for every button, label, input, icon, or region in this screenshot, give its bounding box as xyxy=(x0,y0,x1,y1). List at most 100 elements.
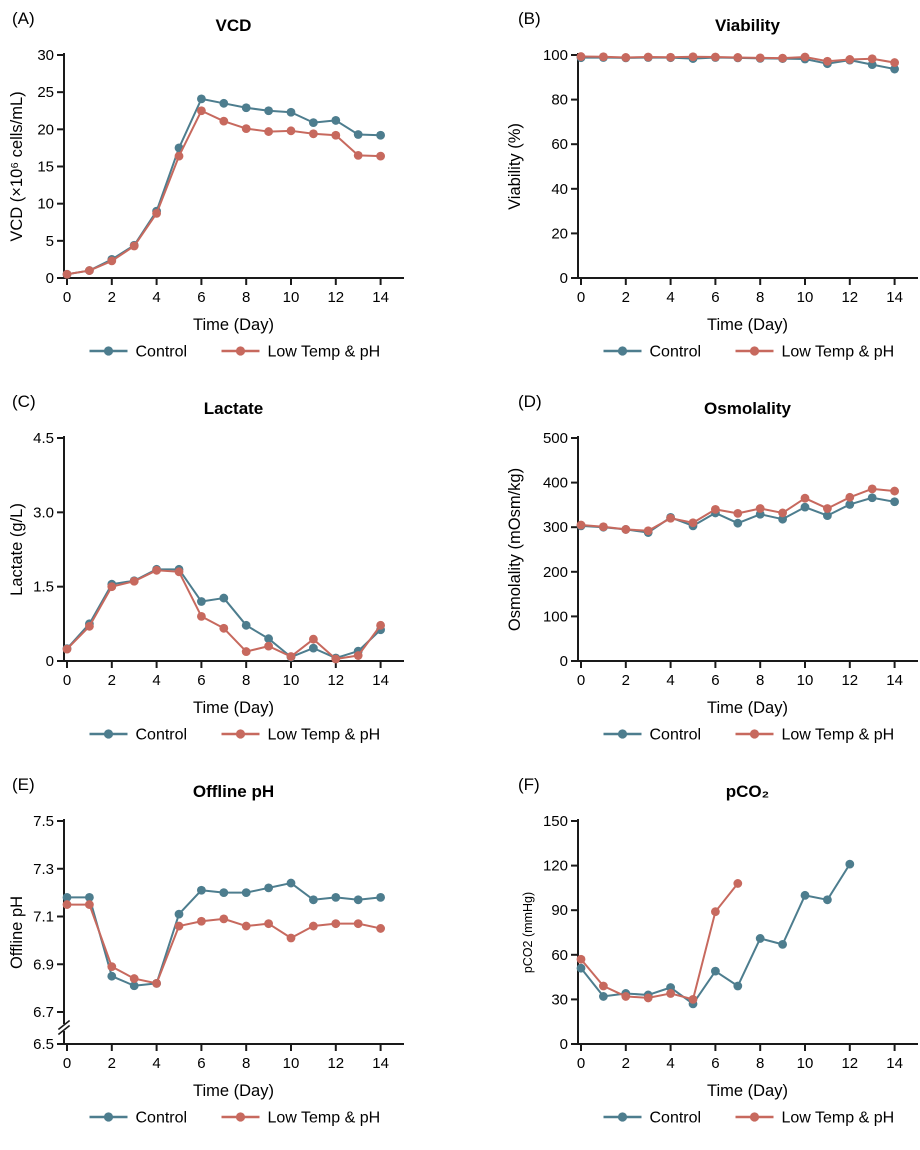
data-point xyxy=(376,620,385,630)
data-point xyxy=(129,576,139,586)
x-tick-label: 10 xyxy=(797,1055,814,1072)
x-tick-label: 4 xyxy=(666,1055,674,1072)
y-tick-label: 6.7 xyxy=(33,1004,54,1021)
data-point xyxy=(286,652,296,661)
series-low-temp-ph xyxy=(62,900,385,988)
legend-label: Control xyxy=(136,727,188,744)
data-point xyxy=(85,900,94,909)
data-point xyxy=(621,53,631,62)
chart-title: Lactate xyxy=(204,399,264,418)
x-tick-label: 8 xyxy=(242,289,250,306)
data-point xyxy=(733,518,743,528)
data-point xyxy=(778,53,787,63)
tick-labels: 0 100 200 300 400 500 0 2 4 6 8 10 12 14 xyxy=(543,430,903,689)
y-tick-label: 10 xyxy=(37,196,54,213)
y-tick-label: 7.1 xyxy=(33,909,54,926)
panel-C-lactate: (C) Lactate 0 1.5 3.0 4.5 0 2 4 6 8 10 12 14 Time (Day… xyxy=(0,383,460,766)
x-axis-label: Time (Day) xyxy=(193,699,274,717)
data-point xyxy=(197,885,206,895)
data-point xyxy=(576,520,586,530)
data-point xyxy=(778,939,787,949)
x-axis-label: Time (Day) xyxy=(707,1082,788,1100)
data-point xyxy=(755,504,765,513)
x-tick-label: 4 xyxy=(666,672,674,689)
data-point xyxy=(823,895,832,905)
panel-B-viability: (B) Viability 0 20 40 60 80 100 0 2 4 6 8 10 12 14 Time … xyxy=(460,0,920,383)
data-point xyxy=(85,266,94,275)
data-point xyxy=(576,52,586,61)
data-point xyxy=(241,921,251,931)
data-point xyxy=(778,514,787,524)
x-tick-label: 10 xyxy=(797,672,814,689)
y-axis-label: Osmolality (mOsm/kg) xyxy=(506,468,524,631)
data-point xyxy=(353,919,363,929)
data-point xyxy=(353,895,363,905)
y-tick-label: 25 xyxy=(37,84,54,101)
data-point xyxy=(823,56,832,66)
data-point xyxy=(197,106,206,116)
data-point xyxy=(576,954,586,964)
y-tick-label: 20 xyxy=(551,225,568,242)
data-point xyxy=(867,493,877,503)
data-point xyxy=(219,888,229,898)
data-point xyxy=(107,256,117,266)
data-point xyxy=(331,893,341,902)
y-tick-label: 200 xyxy=(543,564,568,581)
data-point xyxy=(800,502,810,512)
data-point xyxy=(241,103,251,113)
x-tick-label: 0 xyxy=(577,672,585,689)
y-tick-label: 0 xyxy=(560,270,568,287)
data-point xyxy=(62,900,72,909)
data-point xyxy=(219,914,229,924)
y-tick-label: 6.9 xyxy=(33,956,54,973)
x-axis-label: Time (Day) xyxy=(707,316,788,334)
data-point xyxy=(688,518,698,528)
data-point xyxy=(309,118,318,128)
y-tick-label: 90 xyxy=(551,902,568,919)
y-tick-label: 60 xyxy=(551,136,568,153)
x-tick-label: 8 xyxy=(756,1055,764,1072)
data-point xyxy=(107,962,117,972)
data-point xyxy=(152,565,162,575)
x-tick-label: 10 xyxy=(797,289,814,306)
x-tick-label: 0 xyxy=(63,289,71,306)
tick-labels: 6.7 6.9 7.1 7.3 7.5 6.5 0 2 4 6 8 10 12 14 xyxy=(33,813,389,1072)
data-point xyxy=(197,94,206,104)
y-tick-label: 1.5 xyxy=(33,579,54,596)
y-tick-label: 150 xyxy=(543,813,568,830)
data-point xyxy=(241,124,251,133)
legend: Control Low Temp & pH xyxy=(89,727,380,744)
data-point xyxy=(845,859,855,869)
data-point xyxy=(376,151,385,161)
data-point xyxy=(85,621,94,631)
y-tick-label: 0 xyxy=(560,1036,568,1053)
y-tick-label: 15 xyxy=(37,159,54,176)
legend-swatch-marker xyxy=(235,346,246,356)
viability-chart: (B) Viability 0 20 40 60 80 100 0 2 4 6 8 10 12 14 Time … xyxy=(506,9,918,361)
data-point xyxy=(309,895,318,905)
legend-label: Low Temp & pH xyxy=(782,1110,895,1127)
data-point xyxy=(241,647,251,656)
data-point xyxy=(241,888,251,898)
data-point xyxy=(219,623,229,633)
legend: Control Low Temp & pH xyxy=(603,727,894,744)
data-point xyxy=(309,634,318,644)
data-point xyxy=(867,54,877,64)
x-tick-label: 2 xyxy=(108,289,116,306)
legend-swatch-marker xyxy=(749,1112,760,1122)
series-line xyxy=(580,863,851,1005)
y-tick-label: 6.5 xyxy=(33,1036,54,1053)
axes xyxy=(571,53,918,285)
data-point xyxy=(643,52,653,62)
axes xyxy=(571,436,918,668)
data-point xyxy=(755,934,765,943)
data-point xyxy=(174,909,184,919)
x-tick-label: 0 xyxy=(63,672,71,689)
x-tick-label: 12 xyxy=(327,289,344,306)
x-axis-label: Time (Day) xyxy=(193,1082,274,1100)
y-tick-label: 100 xyxy=(543,47,568,64)
data-point xyxy=(666,989,675,998)
data-point xyxy=(152,978,162,988)
legend-label: Control xyxy=(136,1110,188,1127)
data-point xyxy=(376,130,385,140)
